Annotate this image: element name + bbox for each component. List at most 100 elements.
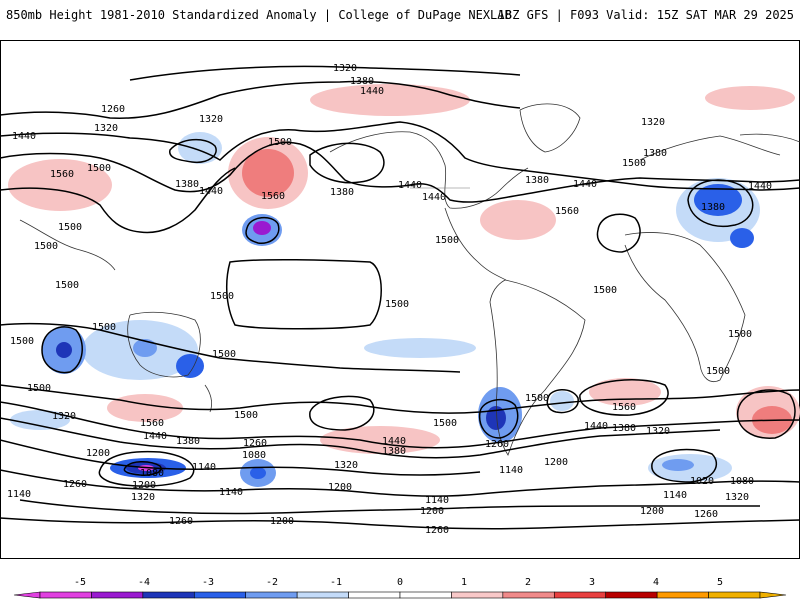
- contour-label: 1140: [499, 465, 523, 476]
- contour-1440-north: [0, 121, 800, 191]
- north-america-coast: [329, 131, 529, 209]
- colorbar-segment: [708, 591, 761, 599]
- contour-label: 1500: [87, 163, 111, 174]
- contour-label: 1200: [86, 448, 110, 459]
- contour-1380-southern: [0, 417, 721, 459]
- contour-label: 1320: [52, 411, 76, 422]
- contour-1500-southern: [0, 384, 800, 414]
- contour-label: 1260: [425, 525, 449, 536]
- contour-label: 1500: [622, 158, 646, 169]
- contour-1380-north: [0, 80, 521, 120]
- contour-label: 1560: [261, 191, 285, 202]
- contour-label: 1200: [640, 506, 664, 517]
- contour-label: 1380: [350, 76, 374, 87]
- contour-ring-pacific-high: [309, 142, 385, 184]
- colorbar-segment: [605, 591, 658, 599]
- contour-label: 1260: [485, 439, 509, 450]
- contour-ring-asia-low: [687, 179, 754, 227]
- contour-label: 1500: [268, 137, 292, 148]
- coastlines: [19, 103, 800, 456]
- contour-1500-tropical: [225, 258, 382, 330]
- contour-label: 1440: [143, 431, 167, 442]
- contour-label: 1500: [593, 285, 617, 296]
- colorbar-segment: [502, 591, 555, 599]
- anomaly-neg-indian-ocean: [364, 338, 476, 358]
- contour-label: 1200: [420, 506, 444, 517]
- contour-label: 1260: [101, 104, 125, 115]
- anomaly-neg-west-pacific-core: [56, 342, 72, 358]
- contour-label: 1500: [728, 329, 752, 340]
- contour-label: 1020: [690, 476, 714, 487]
- contour-label: 1140: [192, 462, 216, 473]
- contour-label: 1440: [573, 179, 597, 190]
- contour-label: 1500: [27, 383, 51, 394]
- contour-label: 1500: [92, 322, 116, 333]
- contour-label: 1320: [199, 114, 223, 125]
- contour-label: 1440: [199, 186, 223, 197]
- europe-coast: [639, 135, 781, 161]
- colorbar-tick-label: 2: [525, 577, 531, 588]
- contour-label: 1440: [12, 131, 36, 142]
- contour-1440-southern: [0, 401, 800, 449]
- anomaly-map: 1320138014401260132013201440150015001560…: [0, 40, 800, 559]
- contour-ring-pac-low: [245, 216, 280, 244]
- anomaly-pos-arctic-canada: [310, 84, 470, 116]
- contour-ring-south-pacific-low: [98, 450, 195, 487]
- contour-label: 1380: [643, 148, 667, 159]
- contour-label: 1320: [334, 460, 358, 471]
- contour-label: 1560: [140, 418, 164, 429]
- contour-1500-mid: [0, 141, 800, 203]
- central-america-coast: [444, 207, 507, 281]
- southeast-asia-coast: [19, 219, 116, 271]
- contour-label: 1500: [234, 410, 258, 421]
- contour-ring-gulf: [169, 138, 217, 164]
- contour-label: 1320: [725, 492, 749, 503]
- anomaly-pos-arctic-siberia: [705, 86, 795, 110]
- contour-label: 1380: [330, 187, 354, 198]
- contour-label: 1380: [176, 436, 200, 447]
- contour-ring-atlantic-high: [596, 213, 641, 253]
- contour-label: 1200: [270, 516, 294, 527]
- colorbar-tick-label: 5: [717, 577, 723, 588]
- contour-label: 1500: [706, 366, 730, 377]
- contour-label: 1500: [525, 393, 549, 404]
- contour-label: 1500: [55, 280, 79, 291]
- contour-label: 1140: [425, 495, 449, 506]
- colorbar: -5 -4 -3 -2 -1 0 1 2 3 4 5: [13, 577, 787, 599]
- south-america-coast: [489, 279, 586, 456]
- colorbar-segment: [245, 591, 298, 599]
- colorbar-arrow-left: [13, 591, 41, 599]
- contour-label: 1560: [555, 206, 579, 217]
- contour-label: 1500: [34, 241, 58, 252]
- contour-label: 1500: [58, 222, 82, 233]
- contour-ring-southern-pac: [309, 395, 375, 431]
- contour-ring-indian-high: [737, 389, 796, 439]
- contour-label: 1200: [544, 457, 568, 468]
- anomaly-pos-north-pacific-core: [242, 149, 294, 197]
- contour-1260-southern: [0, 469, 800, 497]
- colorbar-tick-label: -4: [138, 577, 150, 588]
- colorbar-segment: [348, 591, 401, 599]
- header: 850mb Height 1981-2010 Standardized Anom…: [0, 0, 800, 40]
- colorbar-segment: [451, 591, 504, 599]
- contour-label: 1080: [140, 468, 164, 479]
- anomaly-neg-southern-indian-core: [662, 459, 694, 471]
- contour-1320-north: [129, 65, 521, 81]
- contour-label: 1320: [94, 123, 118, 134]
- contour-label: 1320: [646, 426, 670, 437]
- contour-label: 1080: [730, 476, 754, 487]
- anomaly-neg-south-pacific-east: [176, 354, 204, 378]
- contour-label: 1500: [433, 418, 457, 429]
- africa-coast: [624, 232, 746, 382]
- colorbar-tick-label: -1: [330, 577, 342, 588]
- colorbar-tick-label: 3: [589, 577, 595, 588]
- anomaly-neg-southern-pacific-2-core: [250, 467, 266, 479]
- contour-label: 1140: [7, 489, 31, 500]
- contour-label: 1500: [435, 235, 459, 246]
- contour-1560-mid: [0, 167, 236, 234]
- contour-label: 1260: [63, 479, 87, 490]
- contour-label: 1260: [694, 509, 718, 520]
- anomaly-pos-atlantic: [480, 200, 556, 240]
- colorbar-segment: [142, 591, 195, 599]
- colorbar-segment: [656, 591, 709, 599]
